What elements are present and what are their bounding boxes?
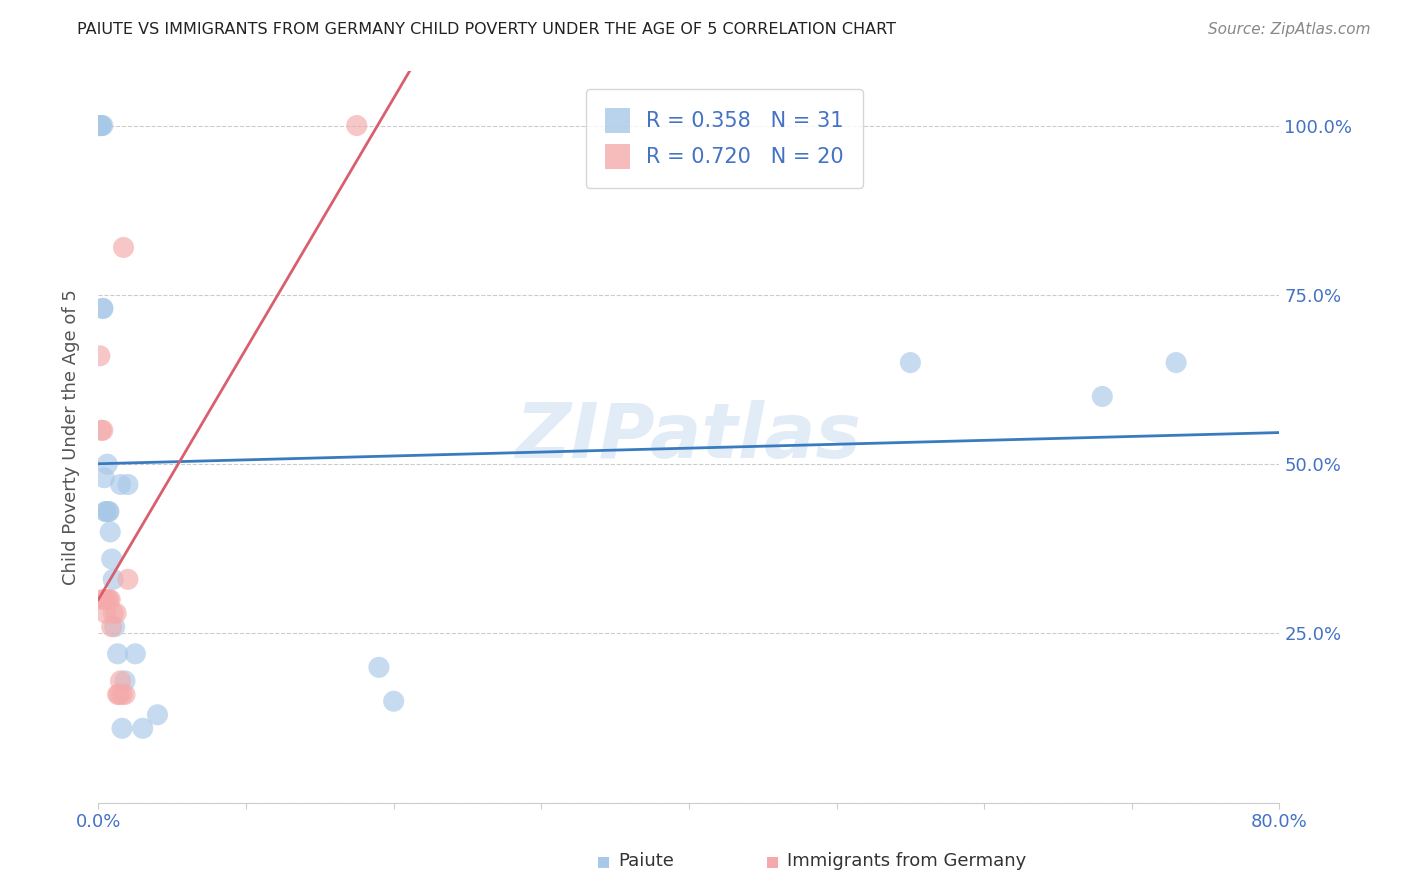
Point — [90, 119, 112, 133]
Point — [132, 721, 155, 735]
Point — [98, 592, 121, 607]
Point — [1091, 389, 1114, 403]
Y-axis label: Child Poverty Under the Age of 5: Child Poverty Under the Age of 5 — [62, 289, 80, 585]
Legend: R = 0.358   N = 31, R = 0.720   N = 20: R = 0.358 N = 31, R = 0.720 N = 20 — [586, 89, 863, 188]
Point — [1166, 355, 1188, 369]
Point — [111, 688, 134, 702]
Point — [97, 592, 120, 607]
Point — [94, 505, 117, 519]
Text: Immigrants from Germany: Immigrants from Germany — [787, 852, 1026, 870]
Text: ▪: ▪ — [596, 851, 612, 871]
Point — [91, 119, 114, 133]
Point — [98, 524, 121, 539]
Point — [91, 423, 114, 437]
Point — [124, 647, 146, 661]
Point — [110, 673, 132, 688]
Point — [91, 301, 114, 316]
Point — [103, 606, 125, 620]
Point — [382, 694, 405, 708]
Point — [94, 505, 117, 519]
Point — [97, 505, 120, 519]
Point — [91, 592, 114, 607]
Point — [100, 620, 122, 634]
Point — [346, 119, 368, 133]
Point — [146, 707, 169, 722]
Point — [93, 471, 115, 485]
Text: Paiute: Paiute — [619, 852, 675, 870]
Point — [117, 477, 139, 491]
Point — [93, 592, 115, 607]
Point — [89, 119, 111, 133]
Text: ▪: ▪ — [765, 851, 780, 871]
Point — [97, 505, 120, 519]
Point — [110, 477, 132, 491]
Point — [90, 119, 112, 133]
Point — [117, 572, 139, 586]
Point — [105, 606, 128, 620]
Point — [112, 240, 135, 254]
Text: Source: ZipAtlas.com: Source: ZipAtlas.com — [1208, 22, 1371, 37]
Point — [103, 572, 125, 586]
Point — [114, 688, 136, 702]
Point — [100, 552, 122, 566]
Point — [108, 688, 131, 702]
Point — [90, 423, 112, 437]
Point — [89, 349, 111, 363]
Point — [96, 592, 118, 607]
Point — [900, 355, 922, 369]
Point — [89, 119, 111, 133]
Point — [368, 660, 391, 674]
Text: ZIPatlas: ZIPatlas — [516, 401, 862, 474]
Point — [107, 647, 129, 661]
Point — [89, 119, 111, 133]
Point — [94, 606, 117, 620]
Point — [111, 721, 134, 735]
Point — [114, 673, 136, 688]
Point — [91, 301, 114, 316]
Point — [104, 620, 127, 634]
Text: PAIUTE VS IMMIGRANTS FROM GERMANY CHILD POVERTY UNDER THE AGE OF 5 CORRELATION C: PAIUTE VS IMMIGRANTS FROM GERMANY CHILD … — [77, 22, 897, 37]
Point — [107, 688, 129, 702]
Point — [96, 457, 118, 471]
